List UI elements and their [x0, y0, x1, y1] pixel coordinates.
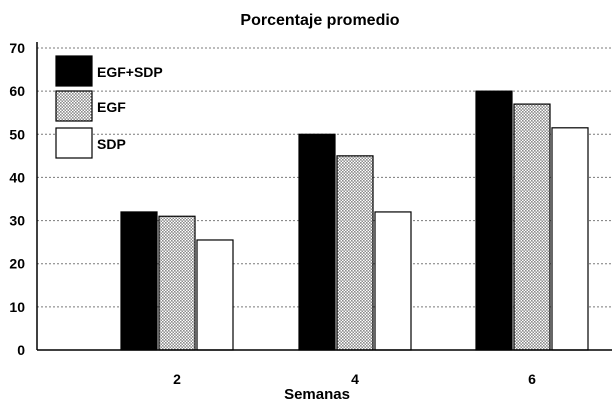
bar	[158, 215, 196, 351]
y-tick-label: 10	[9, 299, 25, 315]
bar	[513, 103, 551, 351]
chart-title: Porcentaje promedio	[240, 12, 399, 29]
legend-swatch	[55, 90, 93, 122]
bar	[551, 127, 589, 351]
y-tick-label: 50	[9, 126, 25, 142]
y-tick-label: 70	[9, 40, 25, 56]
bar	[298, 133, 336, 351]
legend-swatch	[55, 127, 93, 159]
bar	[120, 211, 158, 351]
bar	[336, 155, 374, 351]
bar	[475, 90, 513, 351]
bar	[374, 211, 412, 351]
y-tick-label: 20	[9, 256, 25, 272]
legend-label: EGF+SDP	[97, 64, 163, 80]
y-tick-label: 40	[9, 169, 25, 185]
legend: EGF+SDP EGF SDP	[55, 55, 163, 159]
legend-label: SDP	[97, 136, 126, 152]
x-axis-label: Semanas	[284, 386, 350, 402]
legend-label: EGF	[97, 99, 126, 115]
bars	[120, 90, 589, 351]
x-tick-label: 4	[351, 371, 359, 387]
y-tick-label: 30	[9, 213, 25, 229]
x-tick-label: 2	[173, 371, 181, 387]
y-tick-label: 60	[9, 83, 25, 99]
x-tick-label: 6	[528, 371, 536, 387]
legend-swatch	[55, 55, 93, 87]
y-tick-label: 0	[17, 342, 25, 358]
bar	[196, 239, 234, 351]
axes: 0 10 20 30 40 50 60 70 2 4 6	[9, 40, 612, 387]
